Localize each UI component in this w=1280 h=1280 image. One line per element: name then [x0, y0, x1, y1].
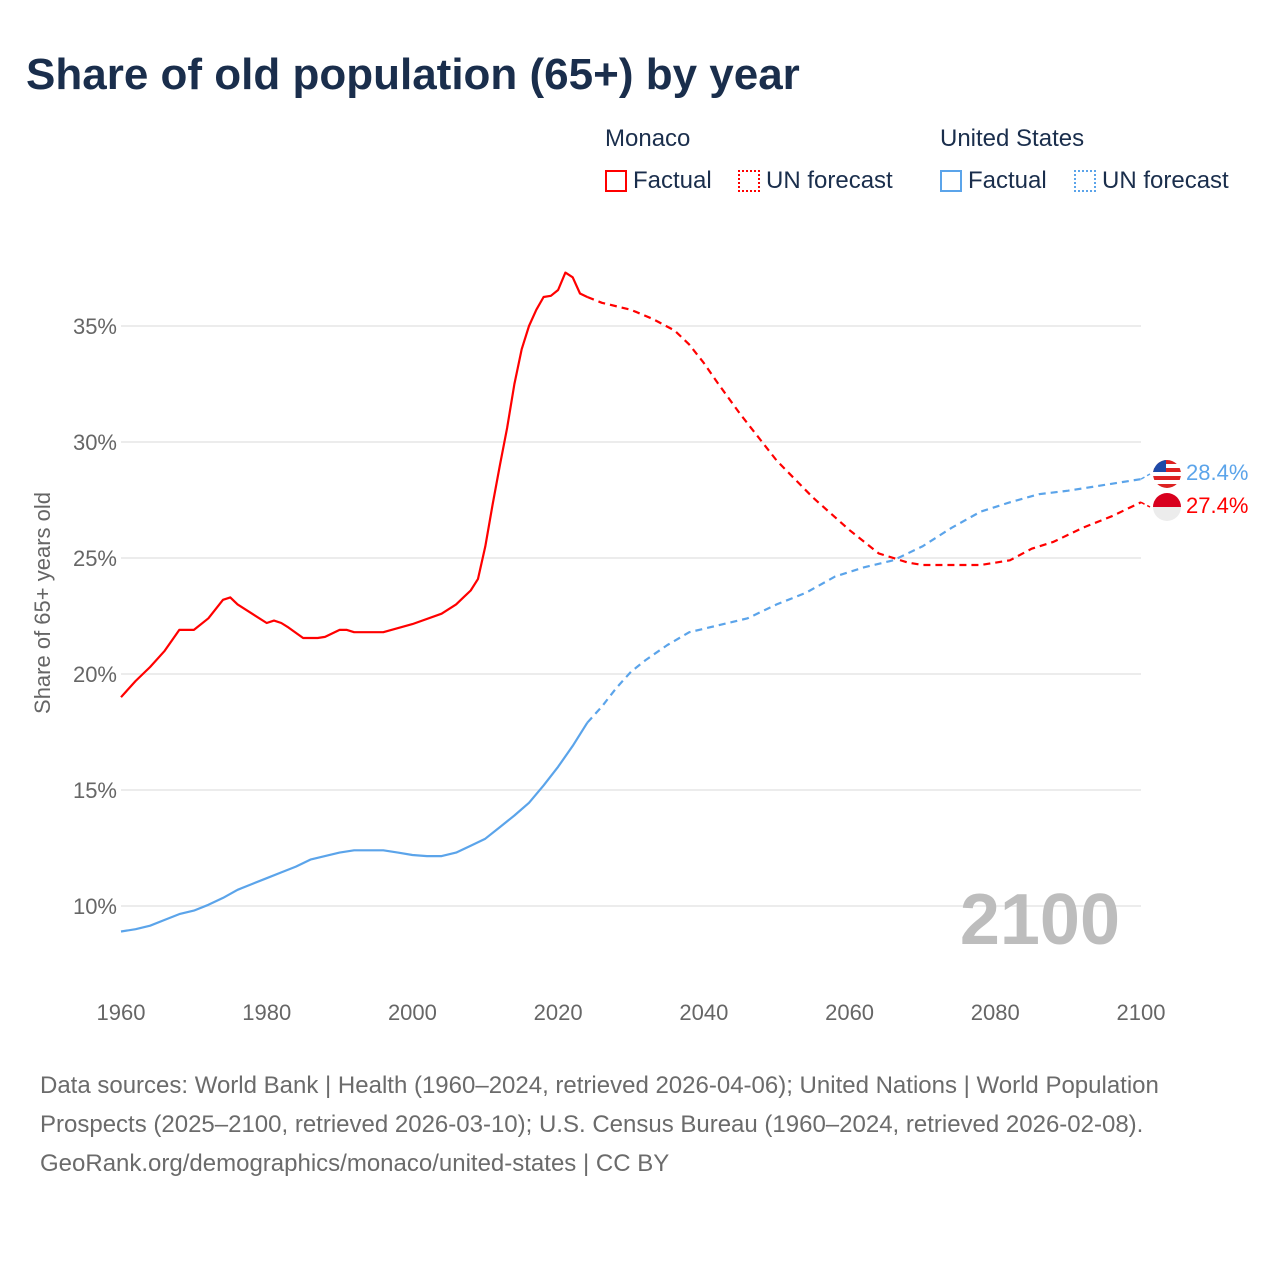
x-tick-label: 2100 — [1117, 1000, 1166, 1025]
legend-country-monaco: Monaco — [605, 125, 691, 152]
legend-monaco-factual[interactable]: Factual — [605, 167, 712, 195]
legend-swatch-solid — [940, 170, 962, 192]
y-tick-label: 20% — [73, 662, 117, 687]
x-tick-label: 2020 — [534, 1000, 583, 1025]
legend-label: Factual — [633, 167, 712, 194]
legend-country-us: United States — [940, 125, 1085, 152]
line-chart: 10% 15% 20% 25% 30% 35% 1960 1980 2000 2020 2040 20… — [30, 271, 1248, 1025]
y-tick-label: 15% — [73, 778, 117, 803]
series-line-monaco-factual — [120, 271, 588, 698]
y-tick-label: 10% — [73, 894, 117, 919]
flag-us-icon — [1153, 460, 1181, 488]
legend-swatch-dotted — [738, 170, 760, 192]
x-tick-label: 2040 — [679, 1000, 728, 1025]
end-label-monaco: 27.4% — [1186, 493, 1248, 518]
legend-swatch-dotted — [1074, 170, 1096, 192]
x-tick-label: 2060 — [825, 1000, 874, 1025]
x-tick-label: 2000 — [388, 1000, 437, 1025]
legend-monaco-forecast[interactable]: UN forecast — [738, 167, 893, 195]
legend-label: UN forecast — [766, 167, 893, 194]
legend-us-factual[interactable]: Factual — [940, 167, 1047, 195]
legend-label: UN forecast — [1102, 167, 1229, 194]
y-tick-label: 25% — [73, 546, 117, 571]
data-sources: Data sources: World Bank | Health (1960–… — [40, 1072, 1159, 1138]
credit-link[interactable]: GeoRank.org/demographics/monaco/united-s… — [40, 1150, 670, 1177]
legend-us-forecast[interactable]: UN forecast — [1074, 167, 1229, 195]
series-line-monaco-un-forecast — [586, 295, 1142, 567]
y-axis-label: Share of 65+ years old — [30, 492, 55, 714]
y-tick-label: 35% — [73, 314, 117, 339]
y-tick-label: 30% — [73, 430, 117, 455]
x-tick-label: 2080 — [971, 1000, 1020, 1025]
chart-title: Share of old population (65+) by year — [26, 50, 800, 99]
x-tick-label: 1980 — [242, 1000, 291, 1025]
end-connector — [1140, 473, 1151, 480]
flag-monaco-icon — [1153, 493, 1181, 521]
legend-swatch-solid — [605, 170, 627, 192]
series-line-united-states-un-forecast — [586, 478, 1142, 724]
x-tick-label: 1960 — [97, 1000, 146, 1025]
footer: Data sources: World Bank | Health (1960–… — [40, 1066, 1240, 1183]
end-label-us: 28.4% — [1186, 460, 1248, 485]
series-line-united-states-factual — [120, 722, 589, 933]
end-connector — [1140, 501, 1151, 508]
legend-label: Factual — [968, 167, 1047, 194]
year-watermark: 2100 — [960, 880, 1120, 960]
